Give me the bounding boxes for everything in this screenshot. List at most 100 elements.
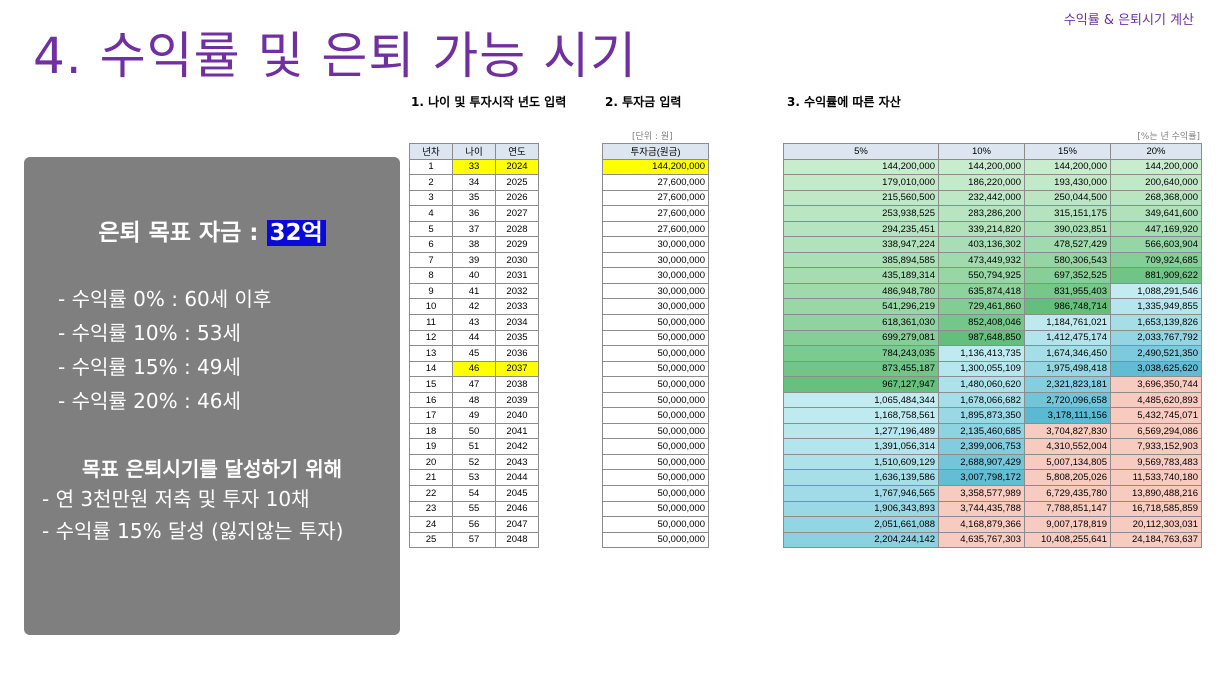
table-row: 30,000,000 (602, 236, 709, 253)
table-cell: 3,178,111,156 (1024, 407, 1111, 424)
header-cell: 연도 (495, 143, 539, 160)
table-cell: 24,184,763,637 (1110, 531, 1202, 549)
table-row: 17 49 2040 (409, 407, 539, 424)
section3-title: 3. 수익률에 따른 자산 (787, 95, 901, 109)
table-cell: 2,399,006,753 (938, 438, 1025, 455)
table-row: 144,200,000 (602, 158, 709, 176)
table-cell: 25 (409, 531, 453, 549)
table-cell: 45 (452, 345, 496, 362)
table-cell: 50,000,000 (602, 360, 709, 378)
table-cell: 57 (452, 531, 496, 549)
table-cell: 20 (409, 453, 453, 471)
table-row: 1,510,609,129 2,688,907,429 5,007,134,805 9… (783, 453, 1202, 471)
table-cell: 8 (409, 267, 453, 284)
table-row: 385,894,585 473,449,932 580,306,543 709,924… (783, 251, 1202, 269)
rate-item: - 수익률 10% : 53세 (58, 321, 241, 345)
table-row: 12 44 2035 (409, 329, 539, 347)
table-cell: 2,688,907,429 (938, 453, 1025, 471)
table-cell: 2,490,521,350 (1110, 345, 1202, 362)
table-row: 19 51 2042 (409, 438, 539, 455)
goal-value: 32억 (266, 220, 326, 246)
table-cell: 21 (409, 469, 453, 487)
table-row: 50,000,000 (602, 438, 709, 455)
table-cell: 50,000,000 (602, 407, 709, 424)
table-cell: 30,000,000 (602, 267, 709, 284)
table-cell: 50,000,000 (602, 469, 709, 487)
table-row: 618,361,030 852,408,046 1,184,761,021 1,653… (783, 314, 1202, 331)
retirement-goal: 은퇴 목표 자금 : 32억 (24, 213, 400, 247)
table-cell: 50,000,000 (602, 485, 709, 502)
table-cell: 11 (409, 314, 453, 331)
page-title: 4. 수익률 및 은퇴 가능 시기 (33, 27, 638, 85)
table-cell: 5,432,745,071 (1110, 407, 1202, 424)
table-cell: 50,000,000 (602, 376, 709, 393)
table-cell: 2037 (495, 360, 539, 378)
table-row: 50,000,000 (602, 360, 709, 378)
header-cell: 년차 (409, 143, 453, 160)
table-row: 24 56 2047 (409, 516, 539, 533)
table-cell: 18 (409, 422, 453, 440)
plan-title: 목표 은퇴시기를 달성하기 위해 (81, 457, 343, 481)
table-row: 873,455,187 1,300,055,109 1,975,498,418 3,0… (783, 360, 1202, 378)
table-cell: 5,007,134,805 (1024, 453, 1111, 471)
table-cell: 10,408,255,641 (1024, 531, 1111, 549)
header-cell: 20% (1110, 143, 1202, 160)
table-cell: 2032 (495, 282, 539, 300)
table-cell: 5,808,205,026 (1024, 469, 1111, 487)
table-row: 10 42 2033 (409, 298, 539, 316)
table-row: 30,000,000 (602, 282, 709, 300)
table-cell: 3,696,350,744 (1110, 376, 1202, 393)
table-cell: 144,200,000 (1024, 158, 1111, 176)
unit-note-rate: [%는 년 수익률] (1137, 132, 1200, 142)
table-row: 5 37 2028 (409, 220, 539, 238)
table-cell: 48 (452, 391, 496, 409)
table-cell: 253,938,525 (783, 205, 939, 222)
table-cell: 2039 (495, 391, 539, 409)
table-cell: 144,200,000 (602, 158, 709, 176)
table-row: 50,000,000 (602, 314, 709, 331)
table-cell: 9 (409, 282, 453, 300)
table-row: 6 38 2029 (409, 236, 539, 253)
table-cell: 13,890,488,216 (1110, 485, 1202, 502)
table-cell: 1 (409, 158, 453, 176)
goal-label: 은퇴 목표 자금 : (98, 220, 267, 246)
table-cell: 51 (452, 438, 496, 455)
table-cell: 144,200,000 (783, 158, 939, 176)
table-cell: 2028 (495, 220, 539, 238)
table-cell: 33 (452, 158, 496, 176)
table-cell: 541,296,219 (783, 298, 939, 316)
section2-title: 2. 투자금 입력 (605, 95, 682, 109)
table-row: 50,000,000 (602, 407, 709, 424)
table-cell: 30,000,000 (602, 282, 709, 300)
table-row: 27,600,000 (602, 174, 709, 191)
table-cell: 13 (409, 345, 453, 362)
table-cell: 46 (452, 360, 496, 378)
header-cell: 10% (938, 143, 1025, 160)
table-cell: 2026 (495, 189, 539, 207)
table-cell: 580,306,543 (1024, 251, 1111, 269)
table-cell: 50,000,000 (602, 531, 709, 549)
table-row: 784,243,035 1,136,413,735 1,674,346,450 2,4… (783, 345, 1202, 362)
table-cell: 23 (409, 500, 453, 518)
table-row: 253,938,525 283,286,200 315,151,175 349,641… (783, 205, 1202, 222)
table-cell: 50,000,000 (602, 453, 709, 471)
table-cell: 30,000,000 (602, 236, 709, 253)
table-cell: 1,168,758,561 (783, 407, 939, 424)
table-row: 967,127,947 1,480,060,620 2,321,823,181 3,6… (783, 376, 1202, 393)
table-row: 27,600,000 (602, 220, 709, 238)
table-cell: 1,678,066,682 (938, 391, 1025, 409)
table-cell: 30,000,000 (602, 298, 709, 316)
table-cell: 1,767,946,565 (783, 485, 939, 502)
table-cell: 699,279,081 (783, 329, 939, 347)
table-row: 15 47 2038 (409, 376, 539, 393)
table-cell: 1,480,060,620 (938, 376, 1025, 393)
table-cell: 20,112,303,031 (1110, 516, 1202, 533)
rate-item: - 수익률 15% : 49세 (58, 355, 241, 379)
table-cell: 1,184,761,021 (1024, 314, 1111, 331)
table-row: 1,168,758,561 1,895,873,350 3,178,111,156 5… (783, 407, 1202, 424)
table-cell: 729,461,860 (938, 298, 1025, 316)
table-cell: 2042 (495, 438, 539, 455)
table-cell: 566,603,904 (1110, 236, 1202, 253)
table-row: 25 57 2048 (409, 531, 539, 549)
table-cell: 447,169,920 (1110, 220, 1202, 238)
